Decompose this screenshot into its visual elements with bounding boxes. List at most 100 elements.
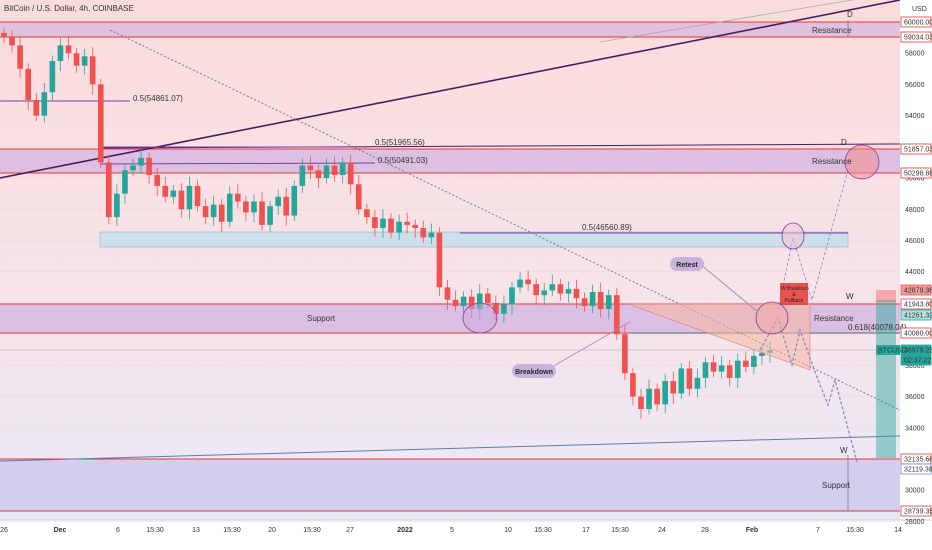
- x-tick-label: 10: [504, 527, 512, 534]
- candle-body: [734, 360, 741, 378]
- candle-body: [275, 196, 281, 207]
- y-tick-label: 44000: [905, 269, 925, 276]
- x-tick-label: 24: [658, 527, 666, 534]
- time-axis[interactable]: 26 Dec 6 15:30 13 15:30 20 15:30 27 2022 5 10 15:30 1…: [0, 527, 902, 534]
- candle-body: [702, 362, 709, 378]
- price-tag-label: 59034.03: [904, 35, 932, 42]
- candle-body: [710, 362, 717, 372]
- time-axis-background: [0, 520, 932, 550]
- candle-body: [41, 92, 48, 116]
- price-tag: [900, 298, 932, 310]
- price-tag-label: 51857.03: [904, 147, 932, 154]
- retest-ellipse: [755, 301, 789, 335]
- candle-body: [186, 185, 193, 210]
- candle-body: [97, 84, 104, 163]
- candle-body: [138, 157, 144, 166]
- zone-label-resistance-low: Resistance: [814, 314, 854, 323]
- resistance-zone-top: [0, 22, 900, 37]
- candle-body: [597, 292, 604, 310]
- price-tag-label: 28739.35: [904, 509, 932, 516]
- candle-body: [420, 228, 427, 238]
- x-tick-label: 14: [894, 527, 902, 534]
- candle-body: [396, 221, 402, 233]
- fib-label-2: 0.5(51965.56): [375, 138, 425, 147]
- candle-body: [476, 293, 483, 310]
- position-box-red: [876, 290, 896, 302]
- gray-trendline-extension: [599, 0, 855, 43]
- candle-body: [122, 170, 128, 194]
- candle-body: [565, 288, 572, 294]
- candle-body: [613, 295, 620, 335]
- candle-body: [315, 170, 322, 179]
- x-tick-label: 27: [346, 527, 354, 534]
- annotation-bubbles: Retest Breakdown: [512, 257, 759, 378]
- price-tag-label: 32119.38: [904, 467, 932, 474]
- x-tick-label: 15:30: [303, 527, 321, 534]
- fib-label-5: 0.618(40078.04): [848, 323, 907, 332]
- candle-body: [323, 165, 330, 179]
- x-tick-label: 17: [582, 527, 590, 534]
- candle-body: [412, 224, 419, 229]
- x-tick-label: 15:30: [846, 527, 864, 534]
- candle-body: [605, 295, 612, 310]
- candle-body: [694, 377, 701, 389]
- candle-body: [557, 284, 564, 294]
- price-tag: [900, 143, 932, 155]
- breakdown-pointer: [549, 321, 631, 369]
- x-tick-label: 7: [816, 527, 820, 534]
- candle-body: [742, 360, 749, 367]
- candle-body: [65, 45, 72, 54]
- candle-body: [501, 304, 507, 314]
- candle-body: [404, 221, 410, 225]
- candle-body: [646, 388, 652, 410]
- price-tag: [900, 284, 932, 296]
- candle-body: [468, 296, 475, 310]
- support-zone-bottom: [0, 459, 900, 511]
- pattern-point-w-upper: W: [846, 292, 854, 301]
- pattern-point-d-top: D: [847, 10, 853, 19]
- candle-body: [243, 201, 249, 213]
- candle-body: [210, 204, 217, 218]
- resistance-target-ellipse: [844, 144, 880, 180]
- candle-body: [726, 365, 733, 378]
- price-tag: [900, 505, 932, 517]
- callout-line-2: &: [792, 292, 796, 298]
- ellipses: [462, 144, 880, 335]
- candle-body: [178, 190, 185, 210]
- price-tag-label: 41261.32: [904, 313, 932, 320]
- candle-body: [460, 296, 467, 307]
- zone-label-resistance-mid: Resistance: [812, 157, 852, 166]
- candle-body: [259, 201, 265, 225]
- fib-label-3: 0.5(50491.03): [378, 156, 428, 165]
- pattern-point-d-mid: D: [841, 138, 847, 147]
- candle-body: [622, 334, 628, 374]
- candle-body: [759, 352, 765, 356]
- y-tick-label: 38000: [905, 363, 925, 370]
- retest-label: Retest: [676, 262, 698, 269]
- fib-line-50491: [99, 162, 376, 165]
- x-tick-label: 5: [450, 527, 454, 534]
- x-tick-label: 28: [701, 527, 709, 534]
- candle-body: [226, 193, 233, 222]
- candle-body: [751, 355, 757, 367]
- support-retest-ellipse: [462, 302, 498, 334]
- candle-body: [428, 232, 435, 238]
- candle-body: [452, 299, 459, 307]
- x-tick-label: 15:30: [534, 527, 552, 534]
- candle-body: [630, 373, 636, 397]
- breakdown-bubble: [512, 364, 556, 378]
- x-tick-label: 26: [0, 527, 8, 534]
- candle-body: [291, 185, 298, 216]
- candle-body: [57, 45, 64, 62]
- y-tick-label: 34000: [905, 425, 925, 432]
- candle-body: [654, 388, 660, 405]
- projected-path-d: [777, 169, 849, 311]
- x-tick-label: 15:30: [611, 527, 629, 534]
- candle-body: [130, 165, 136, 171]
- price-tag-label: 02:37:22: [904, 358, 931, 365]
- x-tick-label: Dec: [54, 527, 67, 534]
- candle-body: [493, 302, 499, 314]
- x-tick-label: 2022: [397, 527, 413, 534]
- zone-label-support: Support: [307, 314, 336, 323]
